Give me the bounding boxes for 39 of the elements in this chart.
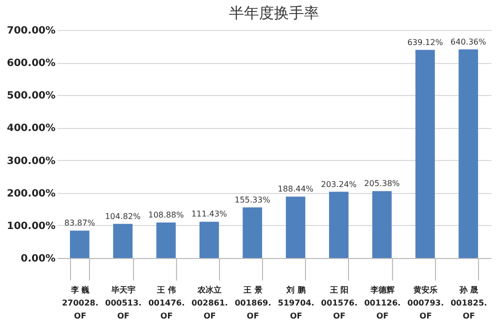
x-tick-label: 李德辉 001126.OF — [364, 286, 401, 320]
y-tick-label: 0.00% — [20, 254, 56, 264]
bar — [372, 191, 392, 258]
bar — [242, 207, 262, 258]
data-label: 83.87% — [64, 218, 96, 228]
y-tick-label: 600.00% — [6, 58, 56, 70]
bar — [156, 222, 176, 258]
x-tick-label: 农冰立 002861.OF — [192, 284, 228, 320]
data-label: 639.12% — [407, 38, 444, 47]
x-tick-label: 王 阳 001576.OF — [321, 286, 358, 320]
data-label: 104.82% — [105, 212, 142, 221]
data-label: 640.36% — [450, 37, 487, 46]
bar — [286, 196, 306, 258]
bar — [458, 49, 478, 258]
x-tick-label: 毕天宇 000513.OF — [105, 284, 142, 320]
y-tick-label: 700.00% — [6, 26, 56, 36]
y-tick-label: 500.00% — [6, 90, 56, 102]
data-label: 155.33% — [234, 195, 271, 204]
data-label: 111.43% — [191, 210, 228, 219]
bar — [200, 222, 219, 258]
x-tick-label: 刘 鹏 519704.OF — [278, 284, 314, 320]
x-tick-label: 孙 晟 001825.OF — [450, 286, 488, 320]
y-tick-label: 200.00% — [6, 188, 56, 200]
x-tick-label: 王 伟 001476.OF — [148, 286, 185, 320]
data-label: 188.44% — [278, 184, 314, 194]
x-tick-label: 黄安乐 000793.OF — [407, 284, 444, 320]
x-tick-label: 李 巍 270028.OF — [62, 286, 98, 320]
bar — [113, 224, 133, 258]
y-tick-label: 400.00% — [6, 123, 56, 134]
y-tick-label: 300.00% — [6, 156, 56, 167]
bar — [70, 230, 90, 258]
data-label: 205.38% — [364, 179, 400, 188]
data-label: 108.88% — [148, 210, 184, 220]
x-tick-label: 王 景 001869.OF — [234, 286, 272, 320]
bar — [329, 192, 348, 258]
bar — [415, 50, 435, 258]
y-tick-label: 100.00% — [6, 220, 56, 232]
chart-title: 半年度换手率 — [229, 4, 319, 22]
data-label: 203.24% — [320, 180, 357, 189]
